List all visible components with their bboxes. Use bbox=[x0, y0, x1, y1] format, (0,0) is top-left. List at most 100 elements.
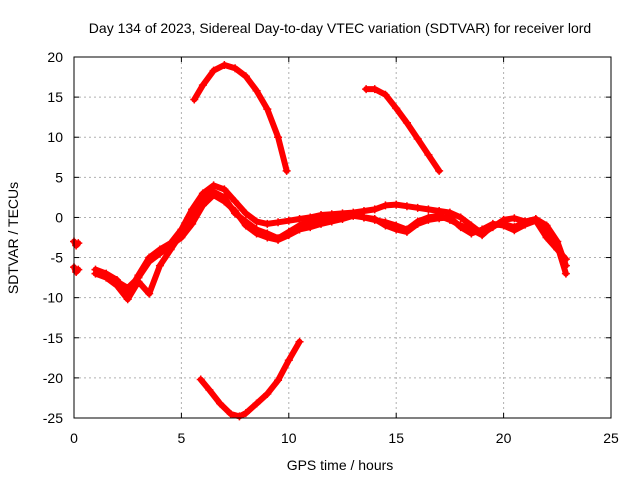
series-trace bbox=[92, 182, 569, 297]
data-point bbox=[531, 216, 540, 225]
data-point bbox=[209, 190, 218, 199]
data-point bbox=[231, 64, 240, 73]
data-point bbox=[190, 95, 199, 104]
data-point bbox=[381, 201, 390, 210]
data-point bbox=[424, 205, 433, 214]
series-main-band-a bbox=[91, 181, 570, 298]
data-point bbox=[235, 412, 244, 421]
y-tick-label: -5 bbox=[51, 250, 64, 266]
y-tick-label: 20 bbox=[47, 49, 63, 65]
data-point bbox=[359, 213, 368, 222]
data-point bbox=[338, 215, 347, 224]
data-point bbox=[402, 227, 411, 236]
data-point bbox=[252, 217, 261, 226]
series-trace bbox=[114, 192, 569, 291]
data-point bbox=[263, 233, 272, 242]
series-trace bbox=[191, 62, 290, 174]
data-point bbox=[91, 269, 100, 278]
data-point bbox=[216, 399, 225, 408]
data-point bbox=[392, 104, 401, 113]
data-point bbox=[102, 273, 111, 282]
y-tick-label: 15 bbox=[47, 89, 63, 105]
data-point bbox=[370, 215, 379, 224]
series-trace bbox=[363, 86, 443, 174]
data-point bbox=[295, 337, 304, 346]
data-point bbox=[284, 216, 293, 225]
data-point bbox=[467, 229, 476, 238]
data-point bbox=[381, 90, 390, 99]
x-tick-label: 5 bbox=[178, 430, 186, 446]
data-point bbox=[521, 220, 530, 229]
data-point bbox=[510, 214, 519, 223]
y-tick-label: -25 bbox=[43, 410, 63, 426]
y-tick-label: 5 bbox=[55, 169, 63, 185]
data-point bbox=[478, 225, 487, 234]
data-point bbox=[306, 223, 315, 232]
data-point bbox=[145, 289, 154, 298]
data-point bbox=[198, 201, 207, 210]
x-tick-label: 25 bbox=[603, 430, 619, 446]
data-point bbox=[209, 66, 218, 75]
data-point bbox=[435, 214, 444, 223]
data-point bbox=[413, 134, 422, 143]
data-point bbox=[155, 261, 164, 270]
data-point bbox=[123, 295, 132, 304]
data-point bbox=[220, 61, 229, 70]
chart-title: Day 134 of 2023, Sidereal Day-to-day VTE… bbox=[89, 20, 591, 36]
data-point bbox=[74, 265, 83, 274]
data-point bbox=[317, 219, 326, 228]
data-point bbox=[134, 273, 143, 282]
data-point bbox=[456, 223, 465, 232]
data-point bbox=[295, 225, 304, 234]
y-tick-label: 0 bbox=[55, 209, 63, 225]
data-point bbox=[381, 221, 390, 230]
data-point bbox=[445, 213, 454, 222]
data-point bbox=[349, 211, 358, 220]
data-point bbox=[327, 217, 336, 226]
data-point bbox=[413, 219, 422, 228]
data-point bbox=[402, 118, 411, 127]
data-point bbox=[263, 389, 272, 398]
data-point bbox=[252, 229, 261, 238]
data-point bbox=[282, 166, 291, 175]
series-left-fragment bbox=[70, 237, 83, 250]
data-point bbox=[155, 249, 164, 258]
data-point bbox=[241, 209, 250, 218]
data-point bbox=[226, 409, 235, 418]
y-tick-label: -15 bbox=[43, 330, 63, 346]
data-point bbox=[166, 241, 175, 250]
data-point bbox=[510, 226, 519, 235]
data-point bbox=[542, 233, 551, 242]
data-point bbox=[241, 409, 250, 418]
data-point bbox=[145, 257, 154, 266]
data-point bbox=[241, 221, 250, 230]
y-tick-label: -10 bbox=[43, 290, 63, 306]
data-point bbox=[435, 166, 444, 175]
data-point bbox=[177, 233, 186, 242]
data-point bbox=[284, 356, 293, 365]
data-point bbox=[274, 376, 283, 385]
data-point bbox=[252, 399, 261, 408]
series-left-fragment-2 bbox=[70, 263, 83, 276]
data-point bbox=[188, 219, 197, 228]
series-arc-upper-left bbox=[190, 61, 291, 175]
series-trace bbox=[197, 338, 303, 420]
data-point bbox=[424, 215, 433, 224]
series-arc-upper-right bbox=[362, 85, 444, 175]
x-tick-label: 0 bbox=[70, 430, 78, 446]
y-tick-label: 10 bbox=[47, 129, 63, 145]
data-point bbox=[274, 218, 283, 227]
data-point bbox=[370, 85, 379, 94]
data-point bbox=[198, 81, 207, 90]
data-point bbox=[561, 255, 570, 264]
data-point bbox=[488, 219, 497, 228]
y-tick-label: -20 bbox=[43, 370, 63, 386]
data-point bbox=[231, 197, 240, 206]
data-point bbox=[362, 85, 371, 94]
x-tick-label: 20 bbox=[496, 430, 512, 446]
data-point bbox=[123, 284, 132, 293]
data-point bbox=[220, 197, 229, 206]
series-arc-lower bbox=[196, 337, 304, 421]
data-point bbox=[561, 269, 570, 278]
data-point bbox=[370, 205, 379, 214]
